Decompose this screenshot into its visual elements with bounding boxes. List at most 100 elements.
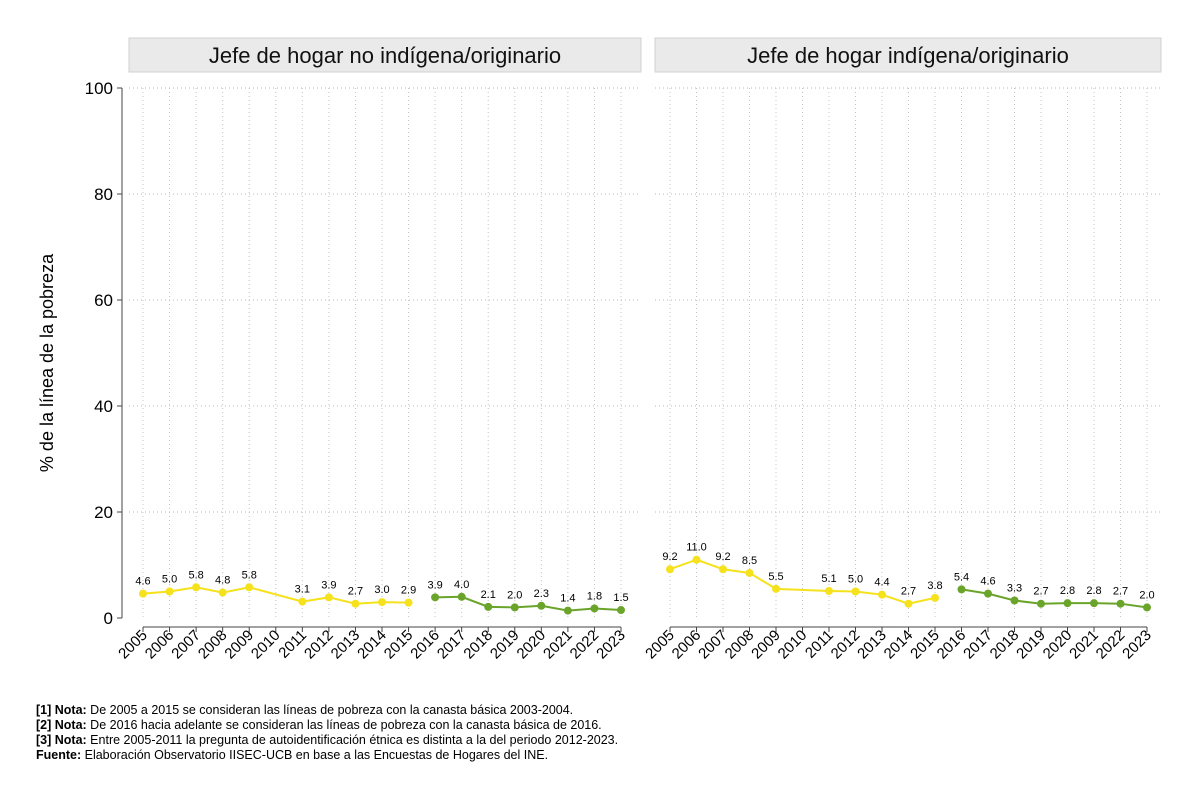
data-label: 5.1: [821, 573, 836, 585]
data-label: 2.3: [534, 588, 549, 600]
x-tick-label: 2018: [460, 627, 496, 663]
data-label: 11.0: [686, 542, 707, 554]
data-point: [298, 597, 307, 606]
x-tick-label: 2020: [1040, 627, 1076, 663]
data-label: 2.7: [901, 586, 916, 598]
y-tick-label: 100: [85, 79, 113, 98]
data-point: [378, 598, 386, 607]
x-tick-label: 2011: [802, 627, 837, 662]
data-point: [484, 602, 493, 611]
x-tick-label: 2006: [669, 627, 705, 663]
data-point: [745, 568, 754, 577]
data-point: [139, 589, 147, 598]
data-point: [692, 555, 701, 564]
x-tick-label: 2016: [407, 627, 443, 663]
data-point: [351, 599, 360, 608]
data-label: 9.2: [715, 551, 730, 563]
y-tick-label: 40: [94, 397, 113, 416]
x-tick-label: 2008: [195, 627, 231, 663]
data-point: [1010, 596, 1019, 605]
x-tick-label: 2005: [642, 627, 678, 663]
x-tick-label: 2020: [514, 627, 550, 663]
data-point: [957, 585, 966, 594]
data-label: 5.0: [848, 574, 863, 586]
data-point: [165, 587, 174, 596]
x-tick-label: 2022: [567, 627, 603, 663]
x-tick-label: 2005: [115, 627, 151, 663]
x-tick-label: 2017: [434, 627, 470, 663]
x-tick-label: 2018: [987, 627, 1023, 663]
x-tick-label: 2009: [748, 627, 784, 663]
data-label: 2.7: [348, 586, 363, 598]
x-tick-label: 2021: [540, 627, 576, 663]
data-label: 2.7: [1033, 586, 1048, 598]
data-point: [772, 584, 780, 593]
y-tick-label: 60: [94, 291, 113, 310]
y-tick-label: 80: [94, 185, 113, 204]
data-label: 3.3: [1007, 583, 1022, 595]
panel-header: [128, 37, 642, 73]
x-tick-label: 2013: [328, 627, 364, 663]
data-point: [878, 590, 886, 599]
x-tick-label: 2008: [722, 627, 758, 663]
data-point: [851, 587, 860, 596]
data-point: [1063, 599, 1072, 608]
data-point: [1037, 599, 1045, 608]
x-tick-label: 2011: [275, 627, 310, 662]
x-tick-label: 2010: [248, 627, 284, 663]
data-point: [1116, 599, 1125, 608]
source-note: Fuente: Elaboración Observatorio IISEC-U…: [36, 748, 549, 762]
data-label: 3.0: [374, 584, 389, 596]
panel-title: Jefe de hogar indígena/originario: [747, 43, 1069, 68]
series-line: [669, 558, 936, 605]
data-label: 2.8: [1086, 585, 1101, 597]
x-tick-label: 2021: [1066, 627, 1102, 663]
x-tick-label: 2013: [854, 627, 890, 663]
data-point: [1143, 603, 1151, 612]
x-tick-label: 2007: [168, 627, 204, 663]
x-tick-label: 2006: [142, 627, 178, 663]
y-axis-label: % de la línea de la pobreza: [37, 253, 57, 472]
data-label: 2.1: [481, 589, 496, 601]
chart: 0 20 40 60 80 100 % de la línea de la pobreza J…: [37, 37, 1162, 663]
data-point: [666, 565, 674, 574]
series-line: [961, 588, 1148, 609]
data-label: 2.8: [1060, 585, 1075, 597]
data-label: 1.4: [560, 593, 575, 605]
data-label: 2.0: [1139, 589, 1154, 601]
x-tick-label: 2015: [381, 627, 417, 663]
data-point: [245, 583, 254, 592]
data-label: 8.5: [742, 555, 757, 567]
series-line: [435, 595, 622, 612]
note-3: [3] Nota: Entre 2005-2011 la pregunta de…: [36, 733, 619, 747]
data-label: 3.9: [321, 579, 336, 591]
x-tick-label: 2014: [881, 627, 917, 663]
x-tick-label: 2023: [1119, 627, 1155, 663]
data-point: [590, 604, 599, 613]
data-label: 3.9: [427, 579, 442, 591]
data-label: 5.5: [768, 571, 783, 583]
data-label: 5.8: [242, 569, 257, 581]
x-tick-label: 2015: [907, 627, 943, 663]
data-point: [431, 593, 440, 602]
data-label: 5.8: [188, 569, 203, 581]
series-line: [142, 586, 409, 605]
x-tick-label: 2019: [487, 627, 523, 663]
data-label: 1.8: [587, 590, 602, 602]
data-label: 5.0: [162, 574, 177, 586]
data-label: 2.7: [1113, 586, 1128, 598]
data-point: [931, 593, 939, 602]
data-label: 3.8: [927, 580, 942, 592]
x-tick-label: 2007: [695, 627, 731, 663]
x-tick-label: 2019: [1013, 627, 1049, 663]
data-label: 4.8: [215, 575, 230, 587]
data-label: 4.6: [980, 576, 995, 588]
data-point: [218, 588, 227, 597]
data-label: 4.0: [454, 579, 469, 591]
panel-header: [654, 37, 1162, 73]
data-label: 3.1: [295, 584, 310, 596]
panel-title: Jefe de hogar no indígena/originario: [209, 43, 561, 68]
x-tick-label: 2009: [221, 627, 257, 663]
x-tick-label: 2012: [301, 627, 337, 663]
y-tick-label: 20: [94, 503, 113, 522]
